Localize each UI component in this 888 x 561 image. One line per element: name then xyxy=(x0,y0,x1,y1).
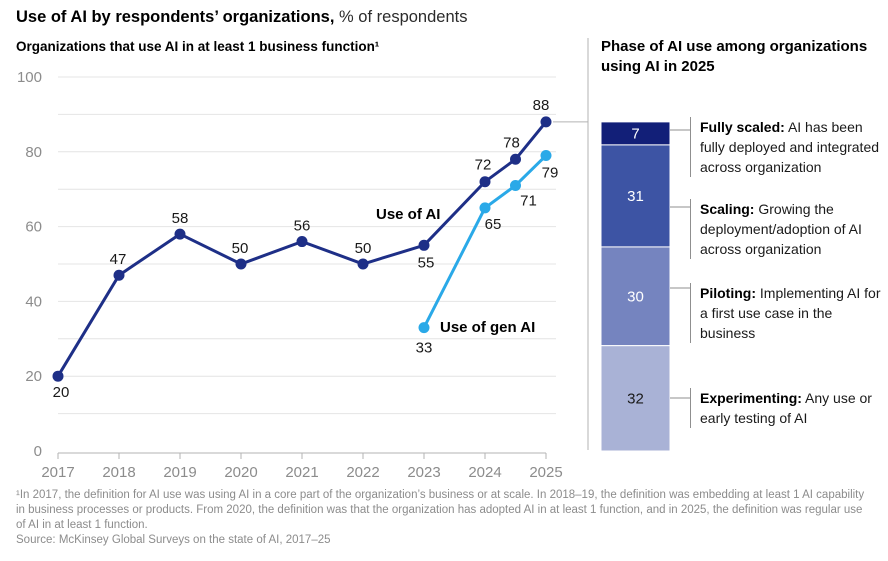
x-tick-label: 2018 xyxy=(102,464,135,481)
series-label-use-of-ai: Use of AI xyxy=(376,206,441,223)
phase-term: Experimenting: xyxy=(700,390,802,406)
phase-desc: Implementing AI for a first use case in … xyxy=(700,285,881,341)
data-point xyxy=(479,202,491,214)
phase-item-experimenting: Experimenting: Any use or early testing … xyxy=(690,388,886,428)
page-title-bold: Use of AI by respondents’ organizations, xyxy=(16,8,335,26)
data-label: 65 xyxy=(485,216,502,233)
series-label-use-of-gen-ai: Use of gen AI xyxy=(440,319,536,336)
data-point xyxy=(479,176,491,188)
data-point xyxy=(510,179,521,191)
data-point xyxy=(540,150,552,162)
bar-segment-value: 32 xyxy=(627,390,644,407)
data-label: 33 xyxy=(416,340,433,357)
data-label: 72 xyxy=(475,157,492,174)
bar-segment xyxy=(600,246,671,347)
bar-segment-value: 30 xyxy=(627,288,644,305)
bar-segment xyxy=(600,144,671,248)
data-label: 20 xyxy=(53,384,70,401)
data-label: 50 xyxy=(355,240,372,257)
data-point xyxy=(510,153,521,165)
data-label: 55 xyxy=(418,254,435,271)
data-label: 47 xyxy=(110,251,127,268)
x-tick-label: 2023 xyxy=(407,464,440,481)
y-tick-label: 20 xyxy=(25,368,42,385)
x-tick-label: 2019 xyxy=(163,464,196,481)
data-point xyxy=(174,228,186,240)
bar-segment xyxy=(600,345,671,452)
data-point xyxy=(357,258,369,270)
data-point xyxy=(540,116,552,128)
data-label: 50 xyxy=(232,240,249,257)
page-title: Use of AI by respondents’ organizations,… xyxy=(16,8,467,27)
x-tick-label: 2017 xyxy=(41,464,74,481)
x-tick-label: 2025 xyxy=(529,464,562,481)
bar-segment-value: 7 xyxy=(631,125,639,142)
phase-term: Piloting: xyxy=(700,285,756,301)
page-title-unit: % of respondents xyxy=(339,8,468,26)
x-axis: 2017 2018 2019 2020 2021 2022 2023 2024 2025 xyxy=(41,452,563,481)
phase-stacked-bar: 7 31 30 32 xyxy=(600,121,690,452)
left-chart-subtitle: Organizations that use AI in at least 1 … xyxy=(16,39,380,54)
data-label: 71 xyxy=(520,192,537,209)
phase-item-fully-scaled: Fully scaled: AI has been fully deployed… xyxy=(690,117,886,177)
y-tick-label: 60 xyxy=(25,219,42,236)
y-tick-label: 0 xyxy=(34,443,42,460)
footnote-definition: ¹In 2017, the definition for AI use was … xyxy=(16,489,865,531)
y-tick-label: 100 xyxy=(17,69,42,86)
data-point xyxy=(52,370,64,382)
phase-desc: Any use or early testing of AI xyxy=(700,390,872,426)
data-point xyxy=(296,236,308,248)
footnote-source: Source: McKinsey Global Surveys on the s… xyxy=(16,534,331,546)
y-tick-label: 40 xyxy=(25,293,42,310)
phase-desc: Growing the deployment/adoption of AI ac… xyxy=(700,201,862,257)
x-tick-label: 2020 xyxy=(224,464,257,481)
data-point xyxy=(418,239,430,251)
data-point xyxy=(418,322,430,334)
phase-item-scaling: Scaling: Growing the deployment/adoption… xyxy=(690,199,886,259)
bar-segment-value: 31 xyxy=(627,188,644,205)
data-label: 78 xyxy=(503,134,520,151)
data-label: 56 xyxy=(294,218,311,235)
y-axis: 0 20 40 60 80 100 xyxy=(17,69,42,460)
x-tick-label: 2022 xyxy=(346,464,379,481)
data-point xyxy=(113,269,125,281)
x-tick-label: 2024 xyxy=(468,464,501,481)
series-use-of-ai: 20 47 58 50 56 50 55 72 78 88 xyxy=(52,97,552,401)
phase-term: Fully scaled: xyxy=(700,119,785,135)
series-use-of-gen-ai: 33 65 71 79 xyxy=(416,150,559,357)
y-tick-label: 80 xyxy=(25,144,42,161)
data-label: 58 xyxy=(172,210,189,227)
phase-desc: AI has been fully deployed and integrate… xyxy=(700,119,880,175)
data-label: 79 xyxy=(542,165,559,182)
gridlines xyxy=(58,76,556,415)
phase-term: Scaling: xyxy=(700,201,755,217)
data-point xyxy=(235,258,247,270)
data-label: 88 xyxy=(533,97,550,114)
footnote: ¹In 2017, the definition for AI use was … xyxy=(16,488,874,548)
x-tick-label: 2021 xyxy=(285,464,318,481)
right-panel-title: Phase of AI use among organizations usin… xyxy=(601,38,868,75)
phase-item-piloting: Piloting: Implementing AI for a first us… xyxy=(690,283,886,343)
